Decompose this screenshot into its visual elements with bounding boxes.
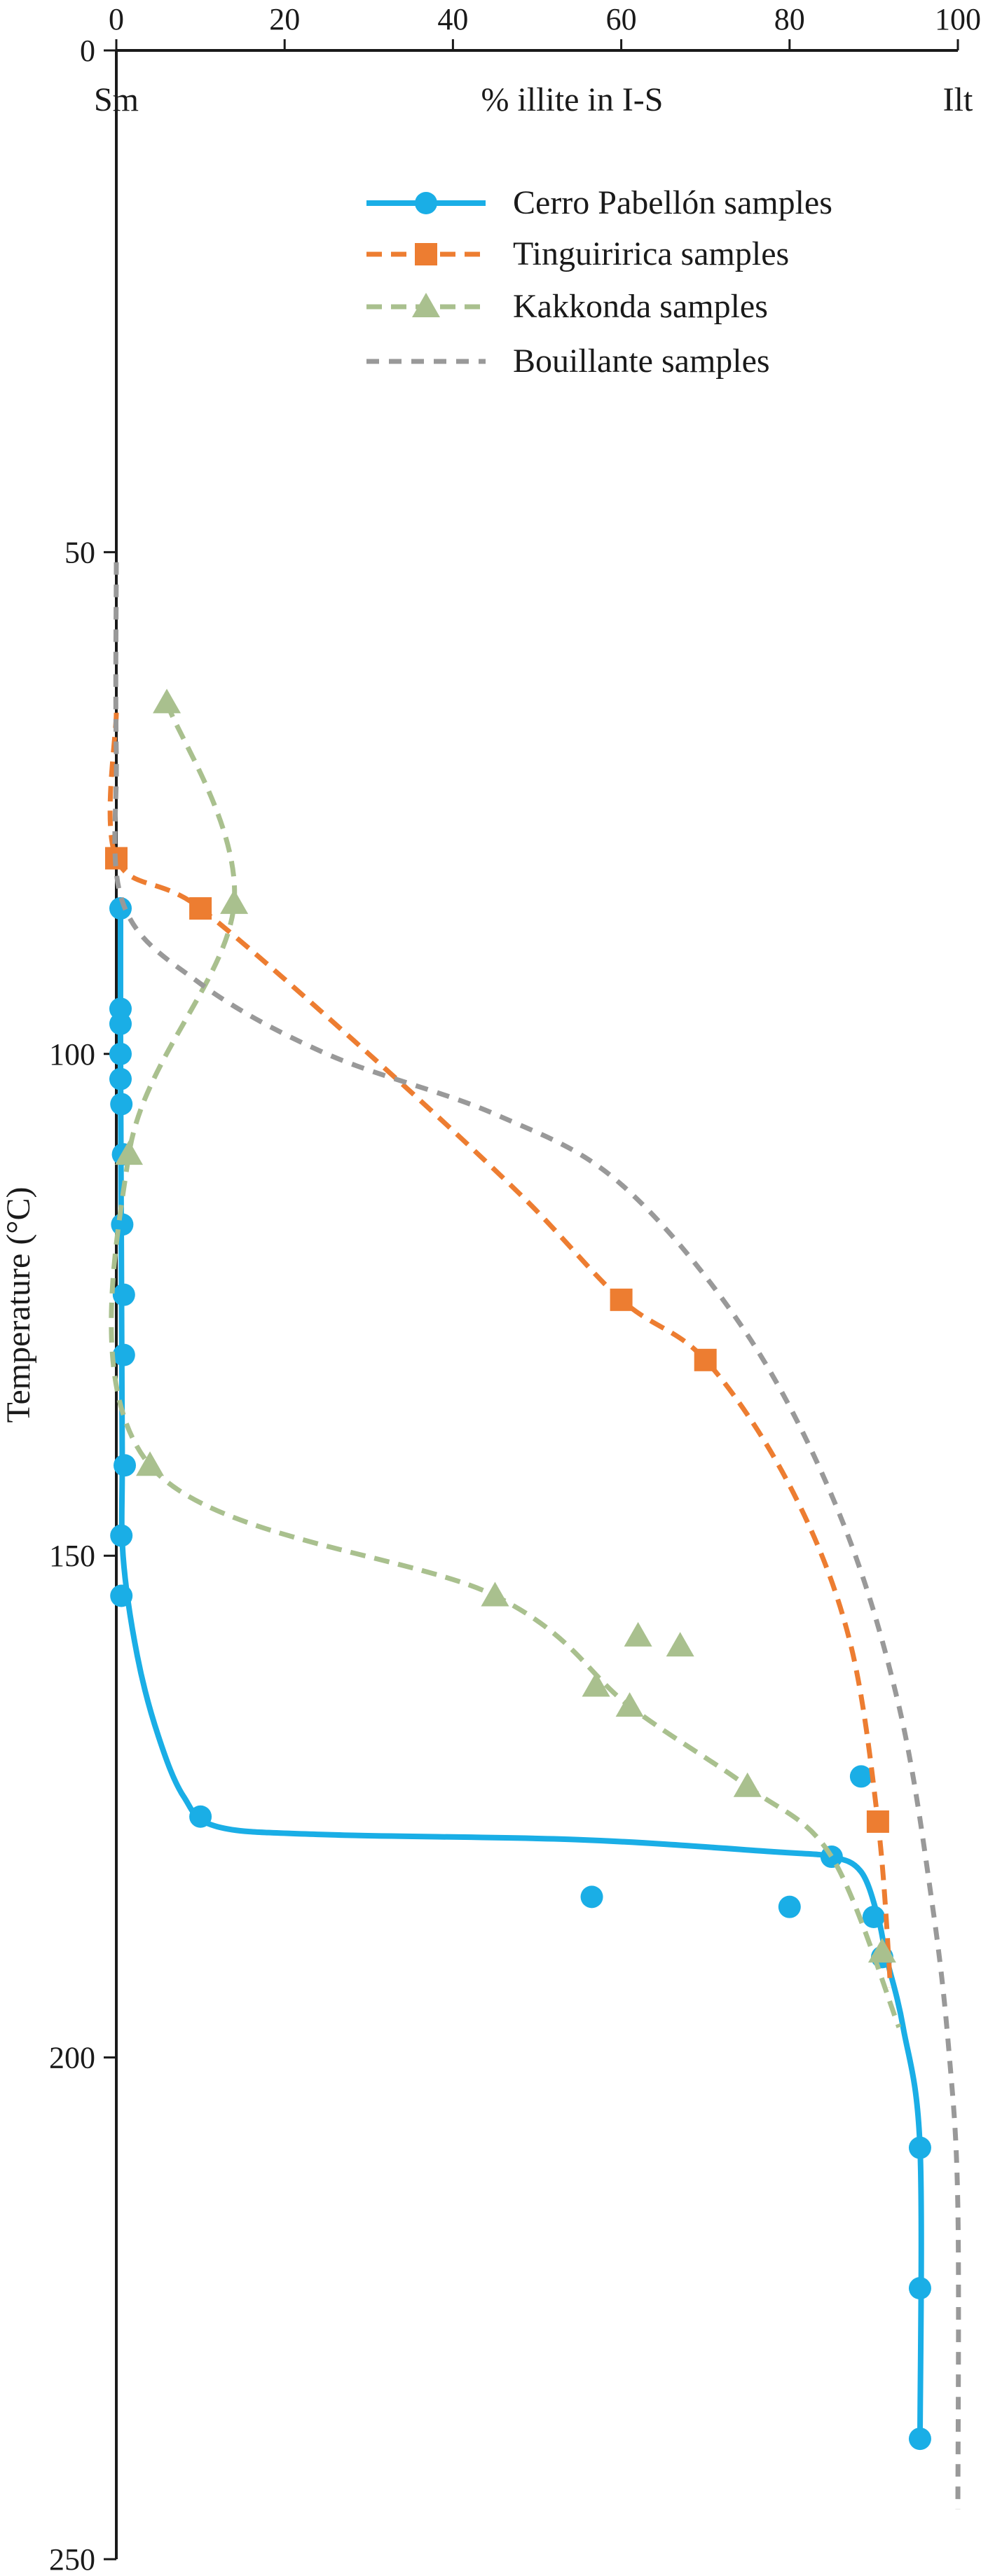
data-point (153, 688, 181, 714)
series-layer (105, 562, 961, 2509)
legend: Cerro Pabellón samples Tinguiririca sampl… (366, 184, 832, 380)
legend-label: Bouillante samples (513, 342, 770, 380)
data-point (136, 1451, 165, 1476)
legend-marker (415, 192, 437, 214)
data-point (189, 897, 212, 920)
data-point (109, 897, 132, 920)
series-line (117, 908, 924, 2439)
y-tick-label: 100 (49, 1037, 95, 1072)
data-point (112, 1283, 135, 1306)
legend-marker (412, 293, 440, 317)
data-point (481, 1581, 509, 1607)
data-point (849, 1765, 872, 1788)
data-point (112, 1343, 135, 1366)
x-tick-label: 80 (774, 2, 805, 36)
x-tick-label: 0 (109, 2, 124, 36)
data-point (114, 1454, 137, 1477)
series-line (112, 562, 961, 2509)
data-point (733, 1772, 762, 1797)
x-tick-label: 40 (437, 2, 468, 36)
data-point (610, 1288, 633, 1311)
data-point (110, 1584, 133, 1607)
legend-label: Tinguiririca samples (513, 235, 789, 272)
legend-entry: Bouillante samples (366, 342, 770, 380)
x-tick-label: 20 (269, 2, 300, 36)
series-2 (109, 688, 902, 2028)
series-1 (105, 712, 893, 1988)
data-point (778, 1895, 801, 1918)
x-end-label-left: Sm (94, 81, 139, 118)
series-3 (112, 562, 961, 2509)
y-axis-label: Temperature (°C) (0, 1186, 37, 1422)
x-end-label-right: Ilt (943, 81, 973, 118)
legend-entry: Kakkonda samples (366, 288, 768, 325)
data-point (109, 1042, 132, 1065)
y-tick-label: 200 (49, 2041, 95, 2075)
legend-label: Kakkonda samples (513, 288, 768, 325)
y-tick-label: 150 (49, 1539, 95, 1573)
data-point (115, 1140, 144, 1165)
y-tick-label: 250 (49, 2542, 95, 2576)
data-point (862, 1906, 885, 1929)
data-point (908, 2277, 931, 2300)
data-point (580, 1885, 603, 1909)
y-tick-label: 0 (80, 34, 95, 68)
x-axis-label: % illite in I-S (481, 81, 664, 118)
data-point (220, 889, 249, 914)
legend-entry: Tinguiririca samples (366, 235, 789, 272)
data-point (189, 1805, 212, 1828)
data-point (582, 1672, 610, 1697)
data-point (109, 1012, 132, 1035)
data-point (866, 1810, 889, 1833)
legend-marker (415, 243, 437, 265)
data-point (624, 1621, 652, 1647)
series-0 (109, 897, 931, 2451)
x-tick-label: 100 (935, 2, 981, 36)
y-tick-label: 50 (64, 535, 95, 569)
legend-label: Cerro Pabellón samples (513, 184, 832, 221)
series-line (109, 702, 902, 2028)
data-point (615, 1692, 644, 1717)
data-point (908, 2428, 931, 2451)
data-point (908, 2136, 931, 2159)
x-tick-label: 60 (606, 2, 637, 36)
data-point (666, 1632, 694, 1657)
data-point (867, 1938, 896, 1963)
data-point (694, 1348, 717, 1371)
data-point (109, 1067, 132, 1090)
legend-entry: Cerro Pabellón samples (366, 184, 832, 221)
data-point (110, 1524, 133, 1547)
data-point (110, 1093, 133, 1116)
